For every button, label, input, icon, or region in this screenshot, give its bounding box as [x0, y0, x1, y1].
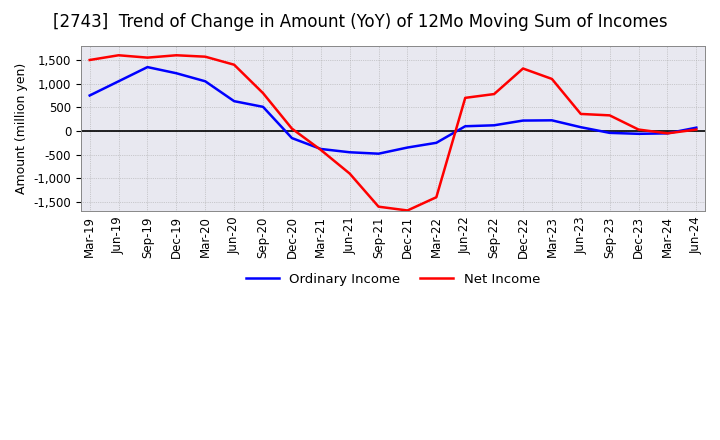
- Ordinary Income: [172, 70, 181, 76]
- Net Income: [374, 204, 383, 209]
- Net Income: [258, 91, 267, 96]
- Ordinary Income: [114, 79, 123, 84]
- Ordinary Income: [374, 151, 383, 156]
- Net Income: [143, 55, 152, 60]
- Ordinary Income: [577, 125, 585, 130]
- Ordinary Income: [663, 131, 672, 136]
- Net Income: [230, 62, 238, 67]
- Legend: Ordinary Income, Net Income: Ordinary Income, Net Income: [240, 268, 546, 291]
- Net Income: [634, 127, 643, 132]
- Net Income: [172, 53, 181, 58]
- Net Income: [403, 208, 412, 213]
- Ordinary Income: [230, 99, 238, 104]
- Ordinary Income: [634, 131, 643, 136]
- Net Income: [461, 95, 469, 100]
- Net Income: [287, 126, 296, 131]
- Net Income: [577, 111, 585, 117]
- Ordinary Income: [201, 79, 210, 84]
- Ordinary Income: [490, 123, 498, 128]
- Net Income: [346, 171, 354, 176]
- Ordinary Income: [317, 147, 325, 152]
- Net Income: [114, 53, 123, 58]
- Net Income: [548, 76, 557, 81]
- Net Income: [663, 131, 672, 136]
- Ordinary Income: [143, 64, 152, 70]
- Ordinary Income: [86, 93, 94, 98]
- Text: [2743]  Trend of Change in Amount (YoY) of 12Mo Moving Sum of Incomes: [2743] Trend of Change in Amount (YoY) o…: [53, 13, 667, 31]
- Net Income: [86, 57, 94, 62]
- Ordinary Income: [432, 140, 441, 146]
- Net Income: [692, 127, 701, 132]
- Ordinary Income: [346, 150, 354, 155]
- Line: Net Income: Net Income: [90, 55, 696, 210]
- Ordinary Income: [692, 125, 701, 130]
- Net Income: [432, 194, 441, 200]
- Ordinary Income: [548, 117, 557, 123]
- Ordinary Income: [518, 118, 527, 123]
- Ordinary Income: [606, 130, 614, 136]
- Net Income: [490, 92, 498, 97]
- Ordinary Income: [258, 104, 267, 110]
- Line: Ordinary Income: Ordinary Income: [90, 67, 696, 154]
- Net Income: [518, 66, 527, 71]
- Ordinary Income: [461, 124, 469, 129]
- Ordinary Income: [287, 136, 296, 141]
- Net Income: [606, 113, 614, 118]
- Y-axis label: Amount (million yen): Amount (million yen): [15, 63, 28, 194]
- Net Income: [201, 54, 210, 59]
- Net Income: [317, 147, 325, 153]
- Ordinary Income: [403, 145, 412, 150]
